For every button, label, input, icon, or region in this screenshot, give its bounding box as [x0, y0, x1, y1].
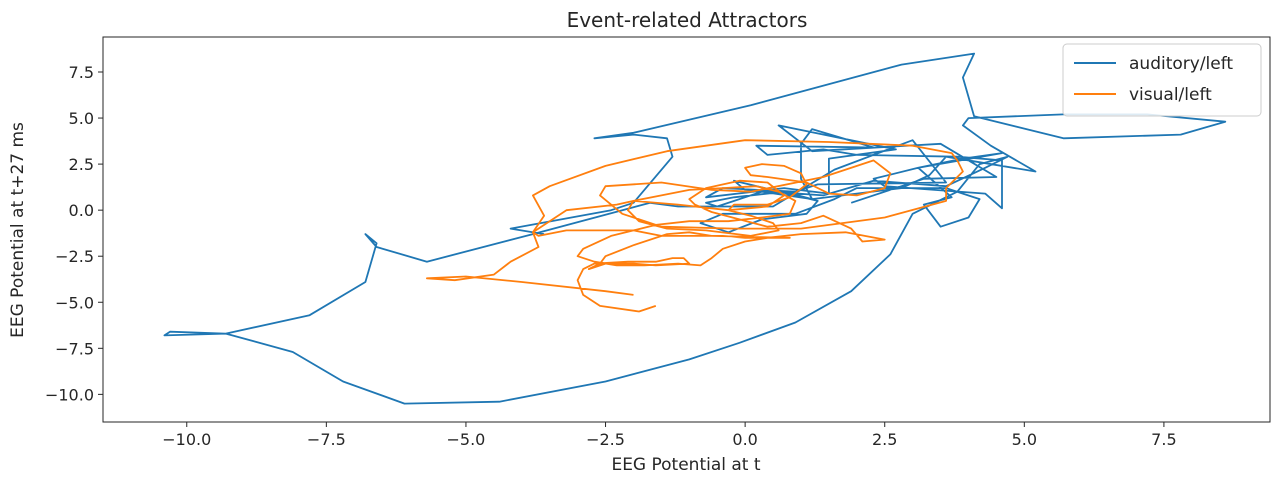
chart-title: Event-related Attractors [567, 8, 808, 32]
y-tick-label: −2.5 [55, 247, 94, 266]
x-tick-label: 0.0 [732, 430, 757, 449]
y-tick-label: 2.5 [69, 155, 94, 174]
legend: auditory/left visual/left [1063, 44, 1261, 116]
x-tick-label: 5.0 [1012, 430, 1037, 449]
y-tick-label: 7.5 [69, 63, 94, 82]
legend-label-visual: visual/left [1129, 85, 1212, 105]
x-tick-label: −2.5 [586, 430, 625, 449]
x-axis-title: EEG Potential at t [611, 455, 760, 475]
y-axis-title: EEG Potential at t+27 ms [8, 122, 28, 338]
y-axis: −10.0 −7.5 −5.0 −2.5 0.0 2.5 5.0 7.5 [45, 63, 103, 404]
x-tick-label: 7.5 [1151, 430, 1176, 449]
y-tick-label: 0.0 [69, 201, 94, 220]
x-tick-label: 2.5 [872, 430, 897, 449]
y-tick-label: −5.0 [55, 293, 94, 312]
series-line-visual-left [427, 140, 963, 311]
y-tick-label: −10.0 [45, 385, 94, 404]
y-tick-label: −7.5 [55, 339, 94, 358]
legend-label-auditory: auditory/left [1129, 54, 1233, 74]
x-axis: −10.0 −7.5 −5.0 −2.5 0.0 2.5 5.0 7.5 [162, 422, 1176, 449]
y-tick-label: 5.0 [69, 109, 94, 128]
x-tick-label: −10.0 [162, 430, 211, 449]
x-tick-label: −5.0 [447, 430, 486, 449]
x-tick-label: −7.5 [307, 430, 346, 449]
